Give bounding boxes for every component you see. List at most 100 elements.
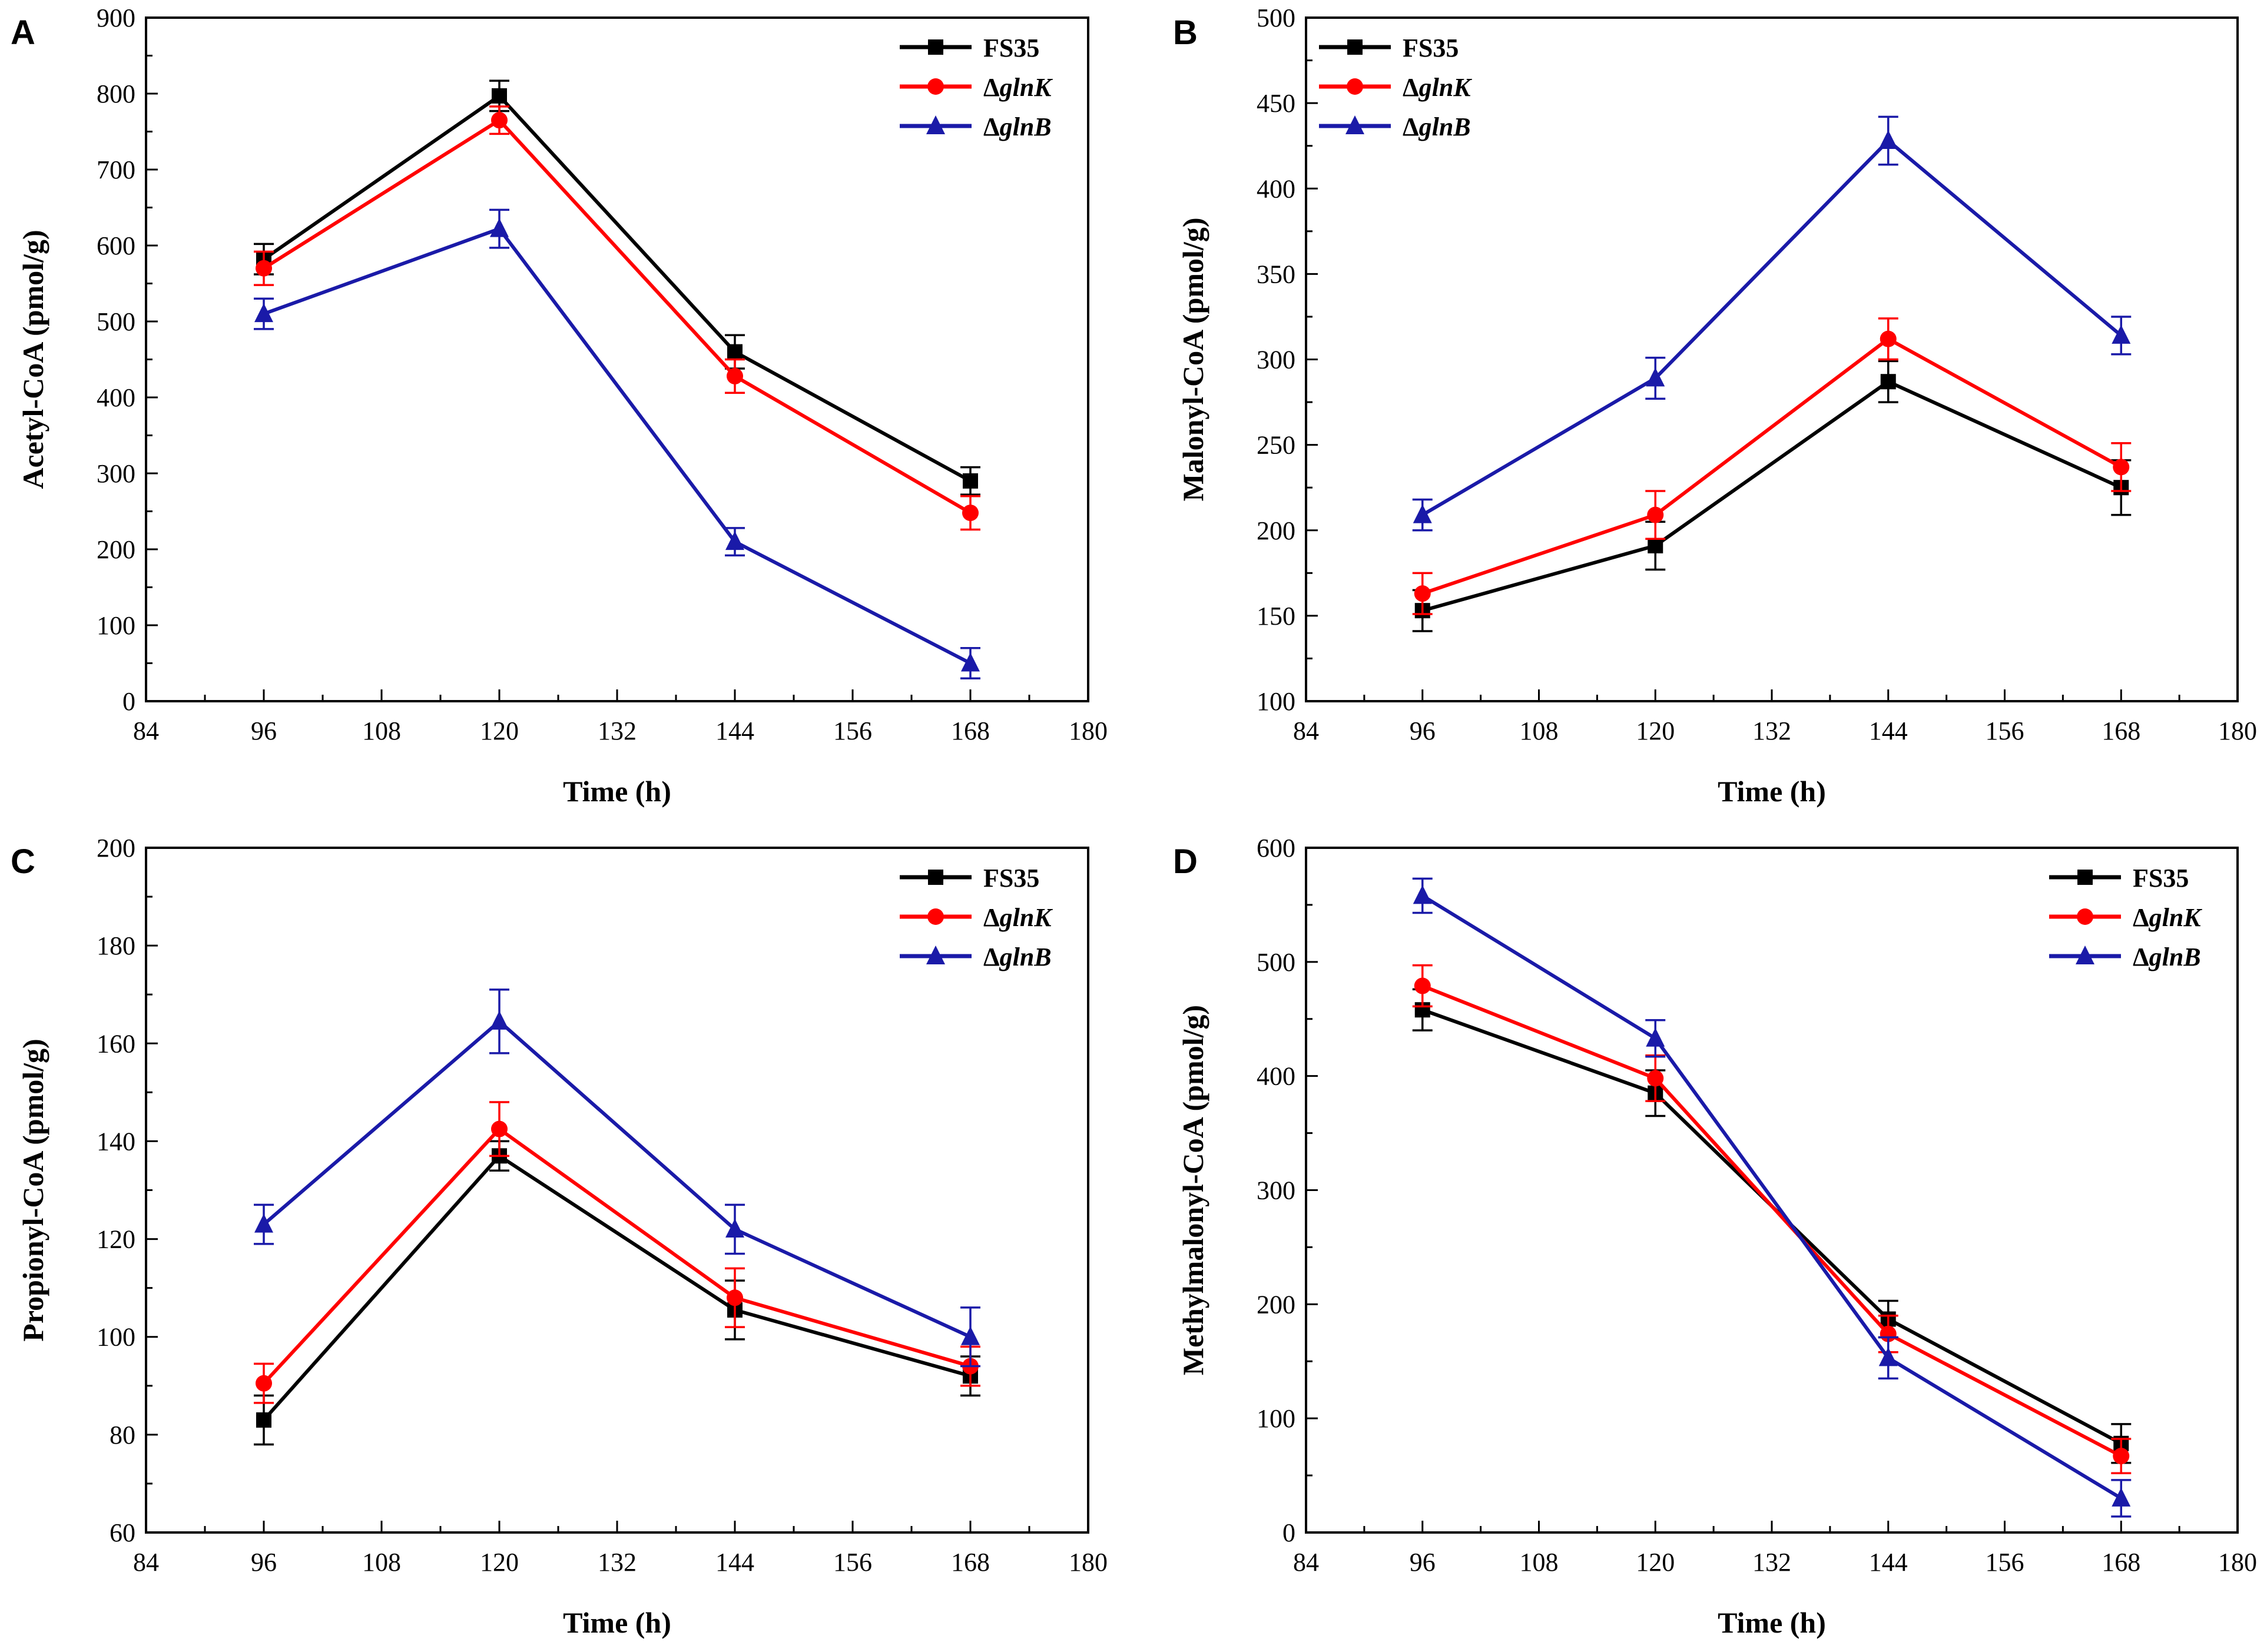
series-line [263,227,972,665]
legend-marker [928,870,943,885]
legend-entry: ΔglnB [900,943,1052,971]
y-tick-label: 120 [97,1225,135,1254]
series-glnB [254,988,980,1368]
legend-label: ΔglnB [983,943,1052,971]
y-tick-label: 60 [110,1518,135,1547]
y-tick-label: 160 [97,1029,135,1058]
panel-letter: A [11,14,35,52]
x-tick-label: 120 [1636,1548,1675,1577]
y-tick-label: 800 [97,79,135,108]
y-tick-label: 200 [97,834,135,863]
y-tick-label: 700 [97,155,135,184]
data-point [725,1218,744,1238]
y-tick-label: 0 [1282,1518,1295,1547]
data-point [1413,504,1432,523]
x-tick-label: 180 [2218,716,2257,745]
x-tick-label: 120 [1636,716,1675,745]
legend-label-prefix: Δ [2133,943,2149,971]
legend-marker [1347,78,1363,95]
legend-label-prefix: Δ [983,903,1000,932]
legend-entry: ΔglnK [900,903,1053,932]
y-tick-label: 600 [1257,834,1295,863]
legend-entry: FS35 [2049,864,2189,893]
x-tick-label: 144 [715,1548,754,1577]
series-glnK [254,105,980,531]
x-tick-label: 156 [1986,716,2024,745]
y-tick-label: 180 [97,931,135,960]
series-glnB [1412,877,2132,1518]
y-tick-label: 200 [1257,516,1295,545]
x-tick-label: 180 [2218,1548,2257,1577]
plot-frame [145,16,1089,702]
panel-a: A 84 96 108 120 132 144 156 168 180 0 100 200 300 400 5… [11,4,1108,808]
x-tick-label: 108 [362,716,401,745]
x-tick-label: 120 [480,716,519,745]
legend-label: FS35 [983,864,1039,893]
y-axis-title: Methylmalonyl-CoA (pmol/g) [1176,1005,1209,1375]
legend-label-gene: glnK [999,903,1053,932]
legend-marker [927,908,944,925]
y-tick-label: 600 [97,231,135,260]
legend-label-prefix: Δ [2133,903,2149,932]
series-glnB [1412,115,2132,532]
series-glnK [254,1101,980,1404]
legend-entry: ΔglnK [1319,73,1472,102]
series-line [1421,138,2123,517]
data-point [1646,367,1665,387]
legend-label-prefix: Δ [983,112,1000,141]
data-point [256,1412,271,1428]
y-tick-label: 100 [97,611,135,640]
series-line [263,1019,972,1339]
legend-label-gene: glnB [999,112,1052,141]
x-tick-label: 168 [951,1548,990,1577]
series-line [262,1154,971,1421]
x-axis-title: Time (h) [1718,1606,1826,1639]
data-point [1646,1027,1665,1047]
legend-entry: FS35 [1319,34,1459,62]
legend-label-gene: glnK [1418,73,1473,102]
series-line [262,1127,971,1385]
data-point [1414,977,1431,994]
y-axis-title: Malonyl-CoA (pmol/g) [1176,218,1209,502]
series-line [1421,380,2122,613]
x-tick-label: 156 [1986,1548,2024,1577]
y-tick-label: 350 [1257,260,1295,288]
y-tick-label: 0 [122,687,135,716]
data-point [491,112,508,129]
data-point [1878,130,1898,149]
panel-b: B 84 96 108 120 132 144 156 168 180 100 150 200 250 30… [1173,4,2257,808]
x-axis-title: Time (h) [563,775,671,808]
x-tick-label: 168 [2102,1548,2140,1577]
legend-label-gene: glnB [2149,943,2201,971]
y-tick-label: 100 [1257,1404,1295,1433]
legend-label: ΔglnK [2133,903,2202,932]
x-tick-label: 132 [598,1548,637,1577]
legend-label: ΔglnK [983,73,1053,102]
series-glnK [1412,964,2132,1474]
series-line [1421,894,2122,1500]
data-point [961,652,980,672]
legend-label: FS35 [2133,864,2189,893]
x-tick-label: 108 [362,1548,401,1577]
y-tick-label: 400 [1257,1062,1295,1091]
x-tick-label: 168 [951,716,990,745]
x-tick-label: 144 [1869,1548,1908,1577]
data-point [962,505,979,522]
x-axis-title: Time (h) [563,1606,671,1639]
y-tick-label: 500 [1257,948,1295,977]
data-point [2112,324,2131,344]
series-line [1421,337,2122,595]
legend-label-prefix: Δ [983,943,1000,971]
x-tick-label: 156 [833,716,872,745]
legend-marker [1345,115,1364,134]
data-point [254,1213,273,1233]
series-line [263,94,972,483]
series-FS35 [1412,360,2132,632]
y-tick-label: 100 [1257,687,1295,716]
x-tick-label: 96 [251,1548,277,1577]
x-tick-label: 132 [598,716,637,745]
x-tick-label: 144 [1869,716,1908,745]
data-point [1648,538,1663,553]
x-tick-label: 168 [2102,716,2140,745]
